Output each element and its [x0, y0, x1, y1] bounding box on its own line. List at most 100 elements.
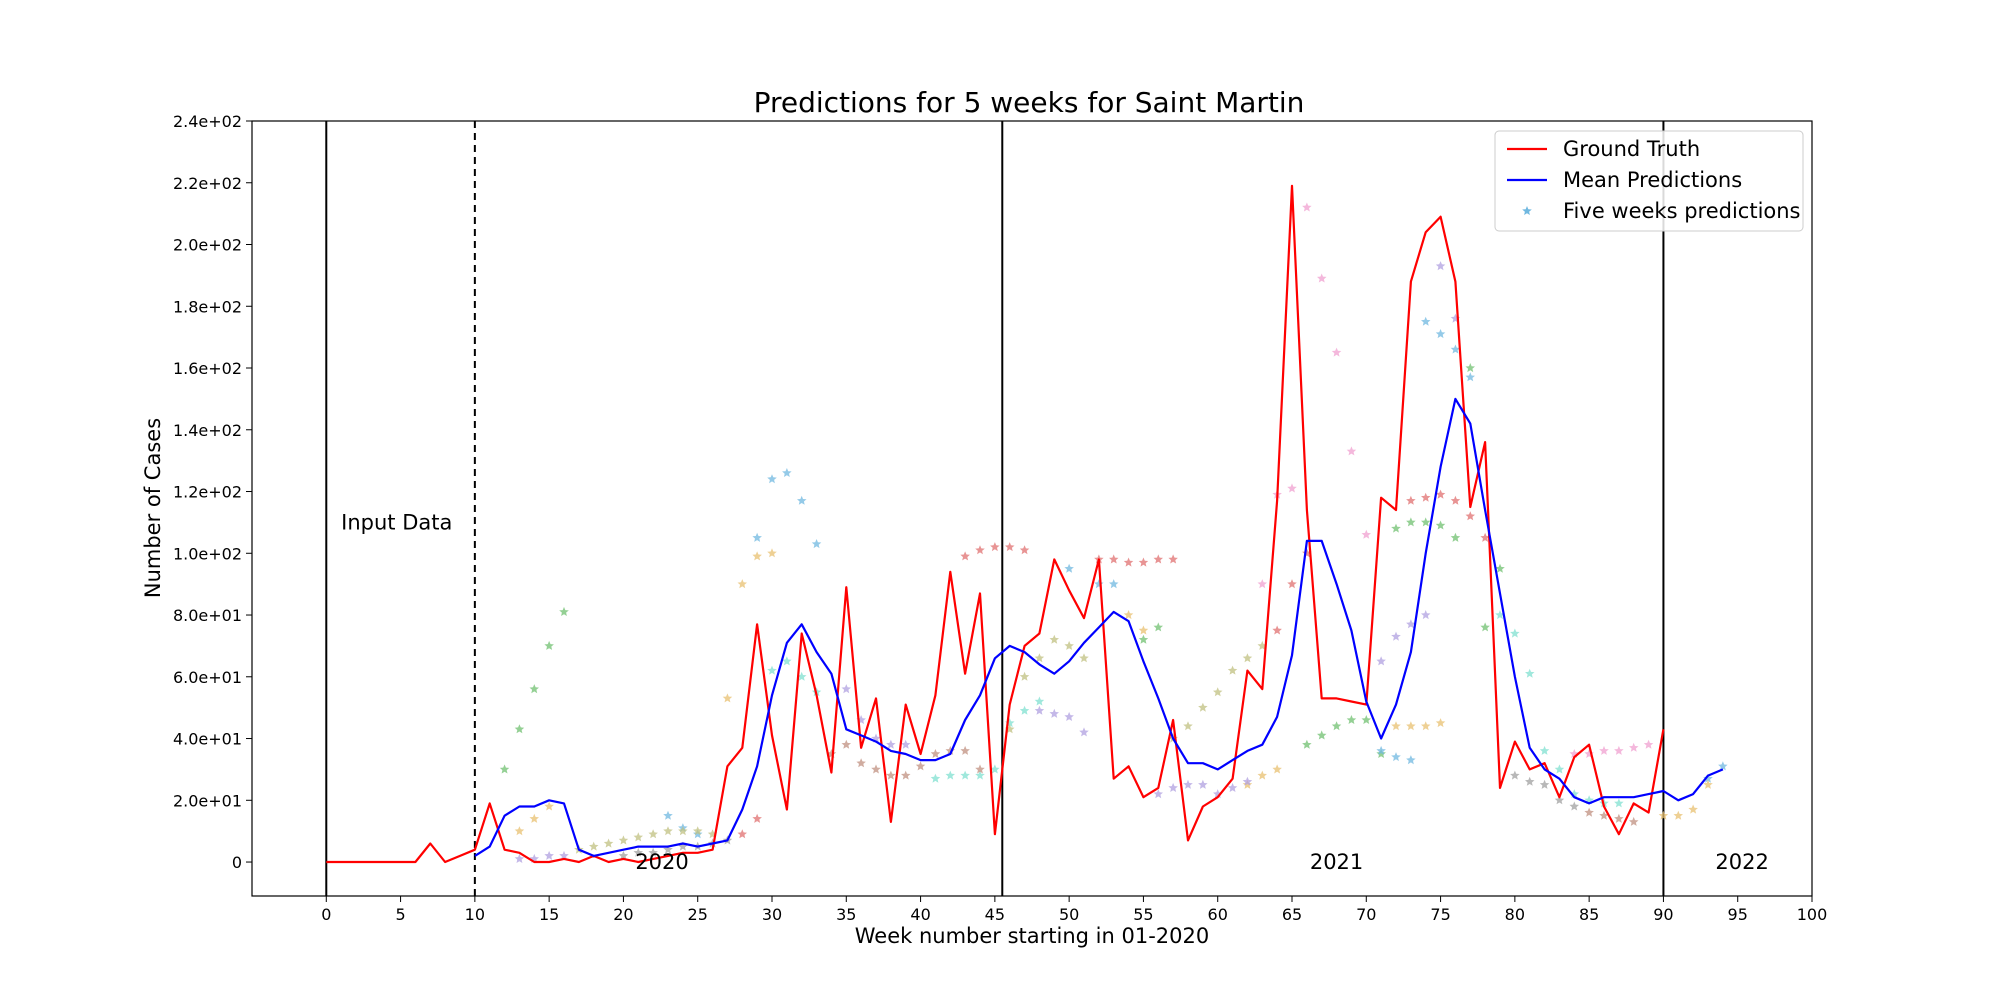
prediction-star: [1302, 202, 1312, 212]
prediction-star: [1138, 634, 1149, 644]
prediction-star: [1465, 372, 1475, 382]
x-tick-label: 95: [1728, 905, 1748, 924]
prediction-star: [1510, 628, 1520, 638]
x-tick-label: 100: [1797, 905, 1828, 924]
prediction-star: [1168, 782, 1178, 792]
mean-predictions-line: [474, 397, 1724, 858]
prediction-star: [1421, 610, 1431, 620]
prediction-star: [693, 829, 703, 839]
y-tick-label: 2.4e+02: [173, 112, 242, 131]
legend-box: [1494, 130, 1804, 232]
prediction-star: [767, 665, 777, 675]
prediction-star: [529, 813, 539, 823]
prediction-star: [1138, 625, 1149, 635]
x-axis-label: Week number starting in 01-2020: [855, 924, 1209, 948]
prediction-star: [1406, 755, 1416, 765]
prediction-star: [1361, 529, 1371, 539]
prediction-star: [1183, 779, 1193, 789]
y-tick-label: 1.2e+02: [173, 483, 242, 502]
prediction-star: [752, 532, 762, 542]
x-tick-label: 45: [985, 905, 1005, 924]
prediction-star: [1421, 492, 1431, 502]
prediction-star: [1658, 810, 1669, 820]
prediction-star: [945, 745, 955, 755]
prediction-star: [930, 773, 941, 783]
legend-entry: Ground Truth: [1563, 137, 1700, 161]
chart-title: Predictions for 5 weeks for Saint Martin: [754, 86, 1305, 119]
x-tick-label: 55: [1133, 905, 1153, 924]
y-tick-label: 2.0e+01: [173, 791, 242, 810]
prediction-star: [1599, 810, 1609, 820]
prediction-star: [559, 850, 569, 860]
prediction-star: [663, 844, 673, 854]
prediction-star: [618, 835, 629, 845]
x-tick-label: 25: [688, 905, 708, 924]
prediction-star: [1554, 764, 1565, 774]
x-tick-label: 30: [762, 905, 782, 924]
prediction-star: [1614, 798, 1624, 808]
y-tick-label: 6.0e+01: [173, 668, 242, 687]
prediction-star: [767, 474, 777, 484]
x-tick-label: 60: [1208, 905, 1228, 924]
prediction-star: [975, 770, 985, 780]
prediction-star: [752, 813, 762, 823]
prediction-star: [1406, 495, 1416, 505]
prediction-star: [663, 826, 673, 836]
legend-star-icon: [1522, 206, 1532, 215]
legend-entry: Five weeks predictions: [1563, 199, 1801, 223]
y-axis-label: Number of Cases: [141, 418, 165, 598]
prediction-star: [1435, 520, 1446, 530]
prediction-star: [990, 764, 1000, 774]
prediction-star: [1198, 779, 1208, 789]
legend-entry: Mean Predictions: [1563, 168, 1742, 192]
x-tick-label: 5: [395, 905, 405, 924]
prediction-star: [1153, 554, 1163, 564]
prediction-star: [1123, 610, 1134, 620]
prediction-star: [1435, 329, 1446, 339]
annotation-text: Input Data: [341, 510, 452, 534]
prediction-star: [1317, 273, 1327, 283]
prediction-star: [1168, 554, 1178, 564]
prediction-star: [782, 468, 792, 477]
prediction-star: [1242, 779, 1253, 789]
prediction-star: [1064, 640, 1074, 650]
prediction-star: [1406, 517, 1416, 527]
prediction-star: [737, 579, 747, 589]
x-tick-label: 35: [836, 905, 856, 924]
prediction-star: [1435, 718, 1446, 728]
prediction-star: [648, 847, 658, 857]
prediction-star: [1227, 665, 1238, 675]
x-tick-label: 40: [910, 905, 930, 924]
y-axis: 0 2.0e+01 4.0e+01 6.0e+01 8.0e+01 1.0e+02 1.2e…: [173, 112, 252, 872]
prediction-star: [1435, 489, 1446, 499]
prediction-star: [737, 829, 747, 839]
prediction-star: [797, 671, 807, 681]
prediction-star: [722, 693, 733, 703]
prediction-star: [1079, 727, 1089, 737]
annotation-text: 2020: [635, 850, 688, 874]
prediction-star: [1376, 749, 1386, 758]
prediction-star: [1554, 795, 1565, 805]
prediction-star: [1138, 557, 1149, 567]
y-tick-label: 1.6e+02: [173, 359, 242, 378]
prediction-star: [1406, 721, 1416, 731]
prediction-star: [1198, 702, 1208, 712]
prediction-star: [1331, 347, 1342, 357]
prediction-star: [1317, 730, 1327, 740]
annotation-text: 2022: [1715, 850, 1768, 874]
prediction-star: [1525, 776, 1535, 786]
prediction-star: [1287, 483, 1297, 493]
prediction-star: [1034, 653, 1045, 663]
prediction-star: [1272, 764, 1282, 774]
prediction-star: [1614, 813, 1624, 823]
prediction-star: [782, 656, 792, 666]
legend: Ground Truth Mean Predictions Five weeks p…: [1494, 130, 1804, 232]
prediction-star: [1302, 739, 1312, 749]
prediction-star: [1346, 715, 1357, 724]
prediction-star: [915, 761, 926, 771]
prediction-star: [886, 770, 896, 780]
prediction-star: [544, 640, 554, 650]
plot-area: Input Data 2020 2021 2022: [325, 121, 1769, 896]
prediction-star: [1703, 773, 1713, 783]
prediction-star: [1346, 446, 1357, 456]
